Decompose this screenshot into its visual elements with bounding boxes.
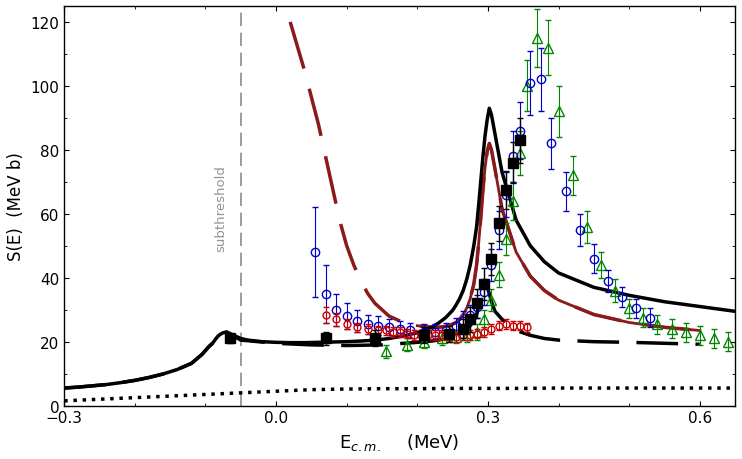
Y-axis label: S(E)  (MeV b): S(E) (MeV b) — [7, 152, 25, 261]
X-axis label: E$_{c.m.}$    (MeV): E$_{c.m.}$ (MeV) — [339, 431, 460, 452]
Text: subthreshold: subthreshold — [214, 165, 228, 251]
